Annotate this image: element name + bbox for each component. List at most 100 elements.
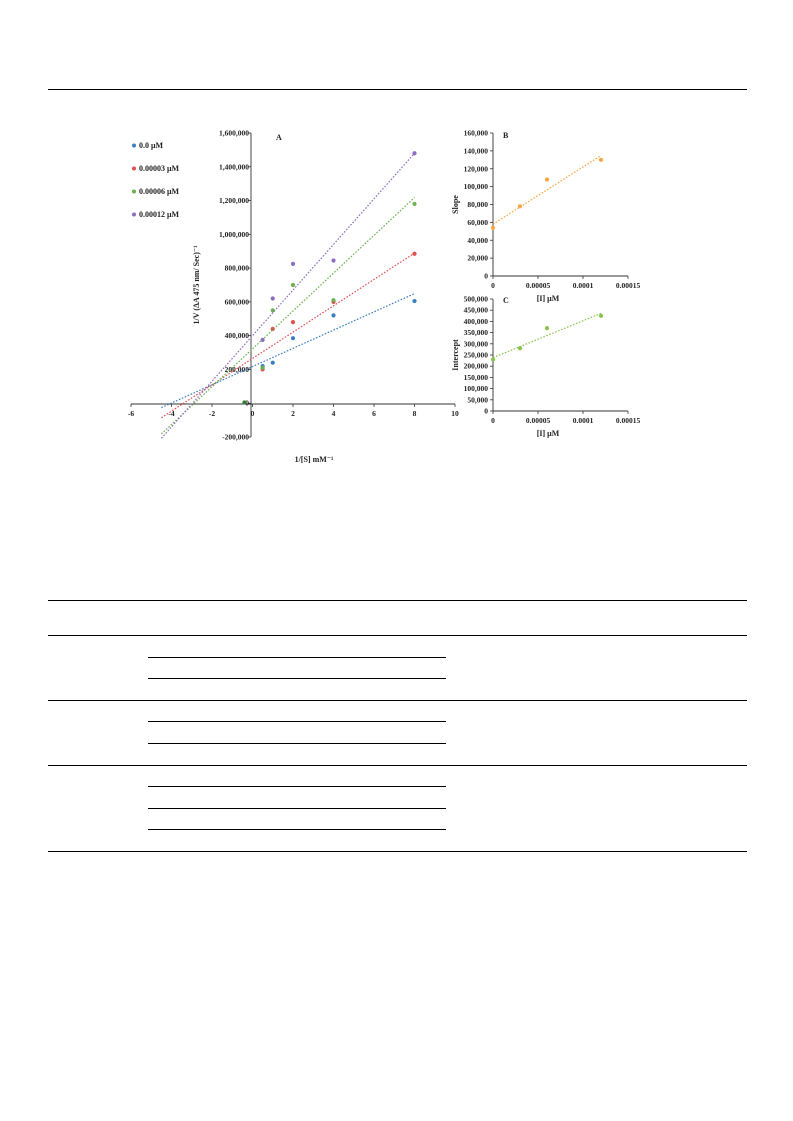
- trendline: [492, 155, 602, 225]
- data-point: [331, 313, 336, 318]
- x-tick-label: 0.00015: [616, 281, 641, 290]
- x-tick-label: 0.00005: [526, 281, 551, 290]
- data-point: [290, 261, 296, 266]
- y-tick-label: 160,000: [464, 129, 489, 138]
- x-tick-label: 0: [251, 409, 255, 418]
- y-tick-label: 600,000: [225, 297, 250, 306]
- table-inner-rule: [148, 678, 446, 679]
- data-point: [242, 400, 247, 405]
- x-tick-label: 8: [413, 409, 417, 418]
- table-rule-header: [48, 635, 747, 636]
- y-tick-label: 20,000: [467, 254, 488, 263]
- y-tick-label: 60,000: [467, 218, 488, 227]
- panel-letter: C: [503, 296, 509, 305]
- y-tick-label: 400,000: [225, 331, 250, 340]
- table-inner-rule: [148, 721, 446, 722]
- table-rule-bottom: [48, 851, 747, 852]
- x-tick-label: 6: [372, 409, 376, 418]
- y-tick-label: 80,000: [467, 200, 488, 209]
- y-tick-label: 1,400,000: [219, 162, 249, 171]
- legend-label: 0.00012 μM: [139, 210, 180, 219]
- y-axis-title: Slope: [451, 195, 460, 214]
- data-point: [270, 308, 275, 313]
- trendline: [161, 293, 415, 409]
- legend-marker: [132, 143, 136, 148]
- data-point: [290, 282, 296, 288]
- table-inner-rule: [148, 829, 446, 830]
- x-axis-title: 1/[S] mM⁻¹: [295, 455, 334, 464]
- data-point: [598, 157, 604, 162]
- y-tick-label: 300,000: [464, 339, 489, 348]
- data-point: [544, 177, 550, 182]
- y-tick-label: 0: [484, 407, 488, 416]
- y-tick-label: 120,000: [464, 164, 489, 173]
- table-inner-rule: [148, 743, 446, 744]
- y-tick-label: 0: [484, 272, 488, 281]
- y-tick-label: 100,000: [464, 182, 489, 191]
- table-inner-rule: [148, 786, 446, 787]
- data-point: [517, 204, 523, 209]
- x-tick-label: -6: [128, 409, 134, 418]
- x-tick-label: 2: [291, 409, 295, 418]
- trendline: [492, 312, 602, 359]
- y-tick-label: 1,200,000: [219, 196, 249, 205]
- y-tick-label: 250,000: [464, 351, 489, 360]
- x-tick-label: 4: [332, 409, 336, 418]
- x-tick-label: 10: [451, 409, 459, 418]
- x-tick-label: 0.0001: [573, 416, 594, 425]
- y-tick-label: 1,000,000: [219, 230, 249, 239]
- trendline: [160, 197, 415, 435]
- trendline: [161, 252, 415, 419]
- data-point: [544, 326, 550, 331]
- x-tick-label: 0: [491, 281, 495, 290]
- y-tick-label: 400,000: [464, 317, 489, 326]
- y-axis-title: Intercept: [451, 339, 460, 371]
- y-tick-label: 40,000: [467, 236, 488, 245]
- figure: -6 -4 -2 0 2 4 6 8 10 -200,000 0 200,000 400,000 600,…: [128, 129, 641, 465]
- data-point: [412, 298, 417, 304]
- data-point: [412, 201, 417, 207]
- y-tick-label: 450,000: [464, 306, 489, 315]
- data-point: [331, 298, 336, 303]
- y-tick-label: 800,000: [225, 264, 250, 273]
- table-group-rule: [48, 765, 747, 766]
- y-tick-label: -200,000: [222, 433, 249, 442]
- x-tick-label: 0.0001: [573, 281, 594, 290]
- data-point: [412, 151, 417, 156]
- data-point: [490, 357, 496, 362]
- data-point: [331, 258, 336, 263]
- data-point: [412, 251, 417, 256]
- data-point: [270, 296, 275, 301]
- x-tick-label: -2: [209, 409, 215, 418]
- legend-marker: [132, 166, 136, 171]
- x-axis-title: [I] μM: [537, 294, 560, 303]
- table-inner-rule: [148, 657, 446, 658]
- legend-label: 0.00006 μM: [139, 187, 180, 196]
- x-tick-label: 0: [491, 416, 495, 425]
- panel-letter: B: [503, 131, 509, 140]
- table-group-rule: [48, 700, 747, 701]
- y-tick-label: 500,000: [464, 295, 489, 304]
- panel-letter: A: [276, 133, 282, 142]
- legend-label: 0.00003 μM: [139, 164, 180, 173]
- legend-marker: [132, 212, 136, 217]
- data-point: [270, 360, 275, 365]
- legend-marker: [132, 189, 136, 194]
- data-point: [260, 337, 265, 342]
- data-point: [598, 313, 604, 318]
- data-point: [270, 326, 275, 332]
- data-point: [290, 336, 296, 341]
- y-tick-label: 150,000: [464, 373, 489, 382]
- y-tick-label: 350,000: [464, 328, 489, 337]
- x-tick-label: -4: [168, 409, 174, 418]
- y-tick-label: 140,000: [464, 146, 489, 155]
- data-point: [517, 346, 523, 351]
- y-tick-label: 1,600,000: [219, 129, 249, 138]
- top-rule: [48, 89, 747, 90]
- table-inner-rule: [148, 808, 446, 809]
- table-rule-top: [48, 600, 747, 601]
- trendline: [160, 152, 415, 439]
- y-tick-label: 0: [245, 399, 249, 408]
- y-tick-label: 200,000: [464, 362, 489, 371]
- y-tick-label: 50,000: [467, 395, 488, 404]
